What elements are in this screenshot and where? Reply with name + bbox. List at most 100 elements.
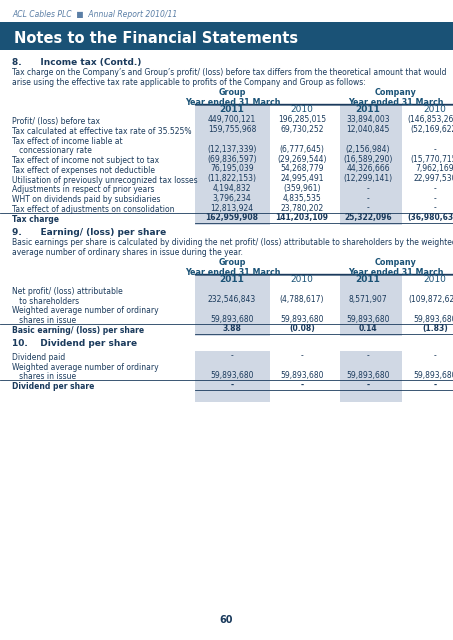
Text: -: - bbox=[434, 351, 436, 360]
Text: (11,822,153): (11,822,153) bbox=[207, 174, 256, 183]
Text: 449,700,121: 449,700,121 bbox=[208, 115, 256, 124]
Text: 44,326,666: 44,326,666 bbox=[346, 164, 390, 173]
Text: 33,894,003: 33,894,003 bbox=[346, 115, 390, 124]
Text: Tax effect of income not subject to tax: Tax effect of income not subject to tax bbox=[12, 156, 159, 165]
Text: Tax effect of expenses not deductible: Tax effect of expenses not deductible bbox=[12, 166, 155, 175]
Text: 59,893,680: 59,893,680 bbox=[280, 371, 324, 380]
Text: -: - bbox=[366, 204, 369, 212]
Text: 59,893,680: 59,893,680 bbox=[413, 315, 453, 324]
Text: 2010: 2010 bbox=[424, 105, 447, 114]
Text: -: - bbox=[366, 381, 370, 390]
Text: Company
Year ended 31 March: Company Year ended 31 March bbox=[348, 88, 444, 108]
Text: 196,285,015: 196,285,015 bbox=[278, 115, 326, 124]
Text: Basic earnings per share is calculated by dividing the net profit/ (loss) attrib: Basic earnings per share is calculated b… bbox=[12, 238, 453, 257]
Text: Utilisation of previously unrecognized tax losses: Utilisation of previously unrecognized t… bbox=[12, 176, 198, 185]
Text: Tax charge: Tax charge bbox=[12, 215, 59, 224]
Text: (0.08): (0.08) bbox=[289, 324, 315, 333]
Text: Tax charge on the Company’s and Group’s profit/ (loss) before tax differs from t: Tax charge on the Company’s and Group’s … bbox=[12, 68, 447, 88]
Text: 141,203,109: 141,203,109 bbox=[275, 213, 328, 222]
Text: (12,137,339): (12,137,339) bbox=[207, 145, 257, 154]
Text: 59,893,680: 59,893,680 bbox=[413, 371, 453, 380]
Bar bbox=[340, 285, 402, 336]
Text: (359,961): (359,961) bbox=[283, 184, 321, 193]
Text: 54,268,779: 54,268,779 bbox=[280, 164, 324, 173]
Text: Company
Year ended 31 March: Company Year ended 31 March bbox=[348, 258, 444, 277]
Text: 59,893,680: 59,893,680 bbox=[210, 315, 254, 324]
Bar bbox=[195, 285, 270, 336]
Text: 59,893,680: 59,893,680 bbox=[210, 371, 254, 380]
Bar bbox=[195, 351, 270, 402]
Text: (109,872,625): (109,872,625) bbox=[408, 295, 453, 304]
Text: -: - bbox=[300, 381, 304, 390]
Text: Adjustments in respect of prior years: Adjustments in respect of prior years bbox=[12, 186, 154, 195]
Text: Tax effect of income liable at: Tax effect of income liable at bbox=[12, 136, 123, 145]
Text: Dividend paid: Dividend paid bbox=[12, 353, 65, 362]
Text: -: - bbox=[366, 184, 369, 193]
Text: 76,195,039: 76,195,039 bbox=[210, 164, 254, 173]
Text: 159,755,968: 159,755,968 bbox=[208, 125, 256, 134]
Text: Notes to the Financial Statements: Notes to the Financial Statements bbox=[14, 31, 298, 46]
Text: 69,730,252: 69,730,252 bbox=[280, 125, 324, 134]
Text: Tax effect of adjustments on consolidation: Tax effect of adjustments on consolidati… bbox=[12, 205, 174, 214]
Bar bbox=[0, 22, 453, 50]
Text: -: - bbox=[434, 381, 437, 390]
Text: 59,893,680: 59,893,680 bbox=[280, 315, 324, 324]
Text: shares in issue: shares in issue bbox=[12, 316, 76, 325]
Text: to shareholders: to shareholders bbox=[12, 296, 79, 305]
Bar bbox=[340, 115, 402, 225]
Bar bbox=[340, 274, 402, 285]
Text: -: - bbox=[366, 194, 369, 203]
Text: 232,546,843: 232,546,843 bbox=[208, 295, 256, 304]
Text: -: - bbox=[434, 204, 436, 212]
Text: 59,893,680: 59,893,680 bbox=[346, 371, 390, 380]
Text: -: - bbox=[434, 184, 436, 193]
Text: 2011: 2011 bbox=[220, 105, 245, 114]
Text: 23,780,202: 23,780,202 bbox=[280, 204, 323, 212]
Text: 2011: 2011 bbox=[356, 275, 381, 284]
Text: ACL Cables PLC  ■  Annual Report 2010/11: ACL Cables PLC ■ Annual Report 2010/11 bbox=[12, 10, 177, 19]
Text: 2010: 2010 bbox=[424, 275, 447, 284]
Text: (16,589,290): (16,589,290) bbox=[343, 155, 393, 164]
Text: (52,169,622): (52,169,622) bbox=[410, 125, 453, 134]
Text: 3.88: 3.88 bbox=[222, 324, 241, 333]
Bar bbox=[340, 104, 402, 115]
Text: 4,194,832: 4,194,832 bbox=[213, 184, 251, 193]
Bar bbox=[340, 351, 402, 402]
Text: 2011: 2011 bbox=[220, 275, 245, 284]
Bar bbox=[195, 274, 270, 285]
Text: Group
Year ended 31 March: Group Year ended 31 March bbox=[185, 258, 280, 277]
Text: 10.    Dividend per share: 10. Dividend per share bbox=[12, 339, 137, 348]
Text: 8.      Income tax (Contd.): 8. Income tax (Contd.) bbox=[12, 58, 141, 67]
Text: (29,269,544): (29,269,544) bbox=[277, 155, 327, 164]
Text: Group
Year ended 31 March: Group Year ended 31 March bbox=[185, 88, 280, 108]
Text: (146,853,263): (146,853,263) bbox=[408, 115, 453, 124]
Text: 2010: 2010 bbox=[290, 275, 313, 284]
Text: 2011: 2011 bbox=[356, 105, 381, 114]
Text: -: - bbox=[301, 351, 304, 360]
Text: 4,835,535: 4,835,535 bbox=[283, 194, 321, 203]
Text: WHT on dividends paid by subsidiaries: WHT on dividends paid by subsidiaries bbox=[12, 195, 160, 204]
Text: 22,997,530: 22,997,530 bbox=[413, 174, 453, 183]
Text: (12,299,141): (12,299,141) bbox=[343, 174, 393, 183]
Text: Tax calculated at effective tax rate of 35.525%: Tax calculated at effective tax rate of … bbox=[12, 127, 192, 136]
Text: 24,995,491: 24,995,491 bbox=[280, 174, 324, 183]
Text: 2010: 2010 bbox=[290, 105, 313, 114]
Text: (69,836,597): (69,836,597) bbox=[207, 155, 257, 164]
Text: 25,322,096: 25,322,096 bbox=[344, 213, 392, 222]
Text: (6,777,645): (6,777,645) bbox=[280, 145, 324, 154]
Text: (36,980,638): (36,980,638) bbox=[408, 213, 453, 222]
Text: 3,796,234: 3,796,234 bbox=[212, 194, 251, 203]
Text: (1.83): (1.83) bbox=[422, 324, 448, 333]
Text: 12,813,924: 12,813,924 bbox=[211, 204, 254, 212]
Text: (4,788,617): (4,788,617) bbox=[280, 295, 324, 304]
Text: -: - bbox=[366, 351, 369, 360]
Text: -: - bbox=[231, 351, 233, 360]
Text: -: - bbox=[231, 381, 234, 390]
Text: 0.14: 0.14 bbox=[359, 324, 377, 333]
Text: Net profit/ (loss) attributable: Net profit/ (loss) attributable bbox=[12, 287, 123, 296]
Text: 162,959,908: 162,959,908 bbox=[206, 213, 259, 222]
Text: 60: 60 bbox=[220, 615, 233, 625]
Text: concessionary rate: concessionary rate bbox=[12, 147, 92, 156]
Text: 12,040,845: 12,040,845 bbox=[346, 125, 390, 134]
Text: (2,156,984): (2,156,984) bbox=[346, 145, 390, 154]
